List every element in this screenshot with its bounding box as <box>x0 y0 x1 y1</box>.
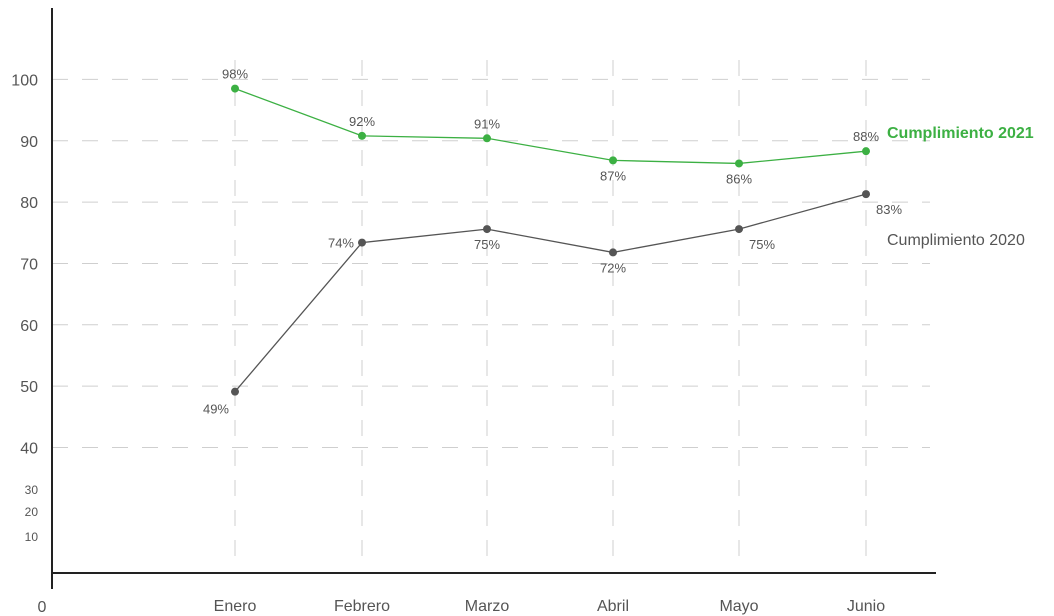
x-tick-label: Junio <box>847 598 885 615</box>
data-label: 49% <box>203 402 229 417</box>
data-point <box>358 131 366 140</box>
y-tick-label-minor: 10 <box>25 530 39 544</box>
legend-cumplimiento-2020: Cumplimiento 2020 <box>887 232 1025 249</box>
series-group: 98% 92% 91% 87% 86% 88% 49% 74% 75% 72% 75% 83% <box>203 67 902 417</box>
origin-label: 0 <box>38 599 47 616</box>
y-tick-label: 70 <box>20 256 38 273</box>
series-line-2020 <box>234 193 867 393</box>
y-tick-label-minor: 20 <box>25 505 39 519</box>
data-point <box>735 159 743 168</box>
x-tick-label: Abril <box>597 598 629 615</box>
x-tick-label: Febrero <box>334 598 390 615</box>
y-tick-label: 60 <box>20 318 38 335</box>
data-point <box>483 225 491 234</box>
data-point <box>609 248 617 257</box>
y-tick-label: 100 <box>11 72 38 89</box>
data-label: 86% <box>726 171 752 186</box>
y-tick-label: 90 <box>20 134 38 151</box>
data-label: 74% <box>328 236 354 251</box>
x-tick-labels: Enero Febrero Marzo Abril Mayo Junio <box>214 598 886 615</box>
data-point <box>483 134 491 143</box>
data-label: 83% <box>876 202 902 217</box>
y-tick-label: 40 <box>20 441 38 458</box>
data-label: 87% <box>600 168 626 183</box>
gridlines <box>52 60 930 560</box>
data-label: 91% <box>474 116 500 131</box>
data-point <box>231 84 239 93</box>
data-point <box>735 225 743 234</box>
series-line-2021 <box>234 87 867 165</box>
y-tick-labels: 100 90 80 70 60 50 40 30 20 10 <box>11 72 38 544</box>
data-point <box>231 387 239 396</box>
data-label: 72% <box>600 260 626 275</box>
legend-cumplimiento-2021: Cumplimiento 2021 <box>887 125 1034 142</box>
data-label: 92% <box>349 114 375 129</box>
data-point <box>862 190 870 199</box>
x-tick-label: Mayo <box>719 598 758 615</box>
x-tick-label: Enero <box>214 598 257 615</box>
y-tick-label-minor: 30 <box>25 483 39 497</box>
data-label: 98% <box>222 67 248 82</box>
data-label: 75% <box>749 237 775 252</box>
data-point <box>358 238 366 247</box>
y-tick-label: 50 <box>20 379 38 396</box>
data-point <box>609 156 617 165</box>
data-label: 75% <box>474 237 500 252</box>
data-point <box>862 147 870 156</box>
y-tick-label: 80 <box>20 195 38 212</box>
data-label: 88% <box>853 129 879 144</box>
x-tick-label: Marzo <box>465 598 510 615</box>
